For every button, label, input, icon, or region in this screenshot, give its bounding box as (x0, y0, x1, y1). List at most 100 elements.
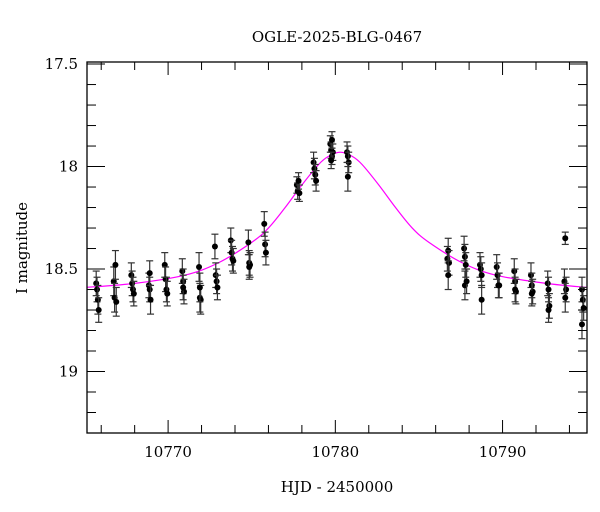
data-point (95, 297, 103, 323)
data-point (578, 309, 586, 340)
y-tick-label: 18.5 (45, 260, 78, 278)
point-marker (493, 263, 500, 270)
point-marker (230, 257, 237, 264)
point-marker (295, 177, 302, 184)
y-tick-label: 18 (59, 158, 78, 176)
point-marker (445, 272, 452, 279)
point-marker (563, 286, 570, 293)
point-marker (213, 278, 220, 285)
x-tick-label: 10790 (479, 443, 527, 461)
point-marker (328, 136, 335, 143)
data-point (444, 260, 452, 291)
y-tick-label: 17.5 (45, 55, 78, 73)
point-marker (462, 261, 469, 268)
point-marker (344, 173, 351, 180)
point-marker (528, 290, 535, 297)
point-marker (146, 270, 153, 277)
data-point (112, 286, 120, 317)
point-marker (461, 245, 468, 252)
data-point (196, 272, 204, 303)
data-point (327, 151, 335, 170)
data-point (146, 260, 154, 287)
data-point (462, 252, 470, 278)
point-marker (545, 286, 552, 293)
point-marker (313, 177, 320, 184)
data-point (179, 274, 187, 301)
data-point (545, 297, 553, 323)
point-marker (496, 282, 503, 289)
point-marker (578, 321, 585, 328)
point-marker (245, 239, 252, 246)
point-marker (562, 235, 569, 242)
point-marker (477, 266, 484, 273)
tick-labels: 10770 10780 10790 17.5 18 18.5 19 (45, 55, 527, 461)
point-marker (94, 286, 101, 293)
data-point (295, 184, 303, 202)
data-point (211, 233, 219, 260)
data-point (295, 172, 303, 190)
point-marker (579, 296, 586, 303)
data-point (463, 268, 471, 295)
point-marker (211, 243, 218, 250)
point-marker (512, 286, 519, 293)
data-point (344, 161, 352, 192)
point-marker (544, 280, 551, 287)
point-marker (196, 263, 203, 270)
point-marker (130, 290, 137, 297)
point-marker (214, 284, 221, 291)
data-points-layer (92, 131, 587, 340)
point-marker (147, 296, 154, 303)
data-point (528, 280, 536, 307)
point-marker (312, 171, 319, 178)
data-point (213, 268, 221, 295)
data-point (561, 282, 569, 313)
x-tick-label: 10770 (144, 443, 192, 461)
y-axis-label: I magnitude (13, 202, 31, 294)
y-tick-label: 19 (59, 363, 78, 381)
data-point (213, 274, 221, 301)
point-marker (112, 261, 119, 268)
point-marker (562, 294, 569, 301)
point-marker (95, 307, 102, 314)
data-point (328, 131, 336, 149)
data-point (495, 272, 503, 299)
point-marker (296, 190, 303, 197)
point-marker (344, 153, 351, 160)
point-marker (478, 296, 485, 303)
point-marker (246, 263, 253, 270)
model-layer (87, 151, 587, 288)
point-marker (328, 157, 335, 164)
point-marker (262, 249, 269, 256)
point-marker (180, 284, 187, 291)
point-marker (261, 220, 268, 227)
point-marker (196, 284, 203, 291)
data-point (461, 270, 469, 301)
point-marker (113, 298, 120, 305)
data-point (262, 239, 270, 266)
x-axis-label: HJD - 2450000 (281, 478, 394, 496)
chart-title: OGLE-2025-BLG-0467 (252, 28, 422, 46)
data-point (163, 280, 171, 307)
point-marker (164, 290, 171, 297)
data-point (312, 170, 320, 192)
data-point (261, 231, 269, 258)
point-marker (262, 241, 269, 248)
axes (86, 61, 588, 434)
point-marker (545, 307, 552, 314)
data-point (161, 252, 169, 278)
model-curve (87, 151, 587, 288)
point-marker (463, 278, 470, 285)
point-marker (146, 286, 153, 293)
point-marker (478, 272, 485, 279)
data-point (229, 247, 237, 274)
data-point (111, 249, 119, 280)
data-point (245, 254, 253, 280)
data-point (511, 276, 519, 303)
point-marker (461, 253, 468, 260)
data-point (478, 284, 486, 315)
data-point (561, 231, 569, 246)
x-tick-label: 10780 (311, 443, 359, 461)
plot-frame (86, 61, 588, 434)
data-point (130, 280, 138, 307)
